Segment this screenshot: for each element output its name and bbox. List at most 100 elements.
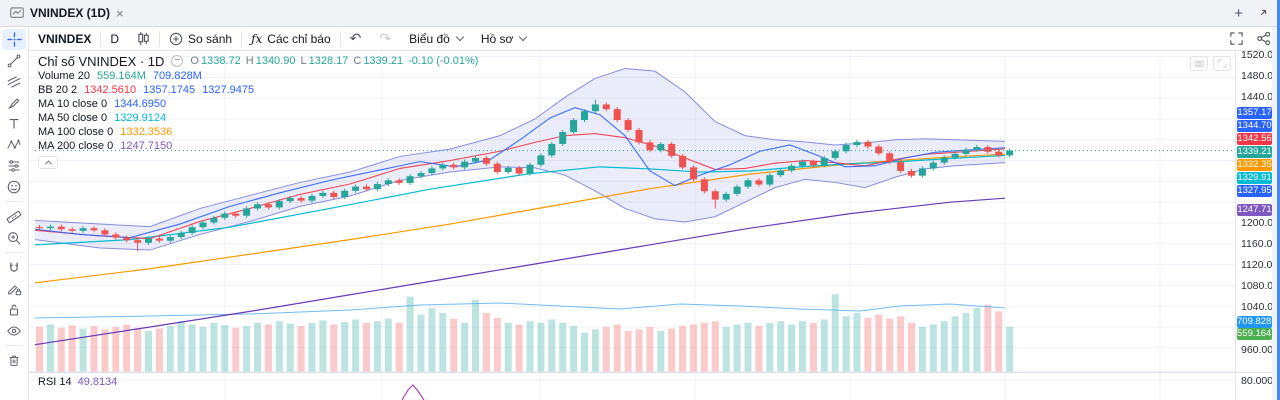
crosshair-tool-button[interactable] [2,29,26,50]
chart-menu-button[interactable]: Biểu đồ [400,27,472,50]
price-badge: 1342.56 [1237,133,1272,145]
add-tab-icon[interactable]: + [1234,4,1243,22]
remove-drawings-tool-button[interactable] [2,350,26,371]
share-icon[interactable] [1256,31,1271,46]
legend-indicator-row[interactable]: MA 10 close 0 1344.6950 [38,98,167,110]
pane-divider[interactable] [29,372,1272,373]
brush-icon [8,97,20,109]
trendline-tool-button[interactable] [2,50,26,71]
fib-tool-button[interactable] [2,71,26,92]
toolbar-separator [241,30,243,47]
chart-canvas[interactable]: Chỉ số VNINDEX · 1D − O 1338.72 H 1340.90 L 1… [29,51,1235,400]
sidebar-divider [5,201,23,202]
pattern-tool-button[interactable] [2,134,26,155]
legend-indicator-row[interactable]: Volume 20 559.164M 709.828M [38,70,202,82]
price-chart [29,51,1235,400]
measure-tool-button[interactable] [2,206,26,227]
trash-icon [9,355,19,366]
price-badge: 1357.17 [1237,107,1272,119]
zoom-in-icon [8,231,21,245]
tab-vnindex[interactable]: VNINDEX (1D) × [0,0,134,26]
sidebar-divider [5,345,23,346]
toolbar-separator [100,30,102,47]
right-gutter [1272,27,1277,400]
tab-close-icon[interactable]: × [116,5,124,21]
profile-menu-button[interactable]: Hồ sơ [472,27,536,50]
symbol-search-button[interactable]: VNINDEX [38,31,92,46]
price-badge: 1247.71 [1237,204,1272,216]
axis-label: 80.0000 [1241,375,1279,387]
camera-icon [1194,60,1204,68]
ohlc-values: O 1338.72 H 1340.90 L 1328.17 C 1339.21 -0.10 (-… [190,55,479,67]
axis-label: 1520.00 [1241,49,1279,61]
legend-indicator-row[interactable]: BB 20 2 1342.5610 1357.1745 1327.9475 [38,84,255,96]
chevron-down-icon [519,32,528,42]
forecast-tool-button[interactable] [2,155,26,176]
chevron-up-icon [44,160,52,168]
symbol-description: Chỉ số VNINDEX · 1D [38,53,165,69]
lock-all-tool-button[interactable] [2,299,26,320]
forecast-icon [8,159,20,172]
rsi-label: RSI 14 [38,376,72,388]
drawing-toolbar [0,27,29,400]
text-icon [9,118,19,128]
fibonacci-icon [7,75,21,88]
fx-icon: ƒx [251,31,263,46]
draw-lock-tool-button[interactable] [2,278,26,299]
price-badge: 1327.95 [1237,185,1272,197]
redo-button[interactable]: ↷ [370,27,400,50]
price-scale[interactable]: 1520.00 1480.00 1440.00 1200.00 1160.00 1120.… [1235,49,1280,400]
axis-label: 1440.00 [1241,91,1279,103]
undo-icon: ↶ [349,30,362,47]
legend-title-row[interactable]: Chỉ số VNINDEX · 1D − O 1338.72 H 1340.90 L 1… [38,53,478,69]
magnet-tool-button[interactable] [2,257,26,278]
pane-control-button[interactable] [1190,56,1208,71]
lock-icon [9,304,19,315]
pane-maximize-button[interactable] [1213,56,1231,71]
legend-indicator-row[interactable]: MA 100 close 0 1332.3536 [38,126,173,138]
eye-icon [7,325,21,336]
rsi-legend-row[interactable]: RSI 14 49.8134 [38,376,117,388]
expand-window-icon[interactable] [1257,7,1269,19]
axis-label: 960.00 [1241,344,1274,356]
legend-indicator-row[interactable]: MA 200 close 0 1247.7150 [38,140,173,152]
tab-bar: VNINDEX (1D) × + [0,0,1277,27]
price-badge: 1329.91 [1237,172,1272,184]
price-badge: 709.828M [1237,316,1280,328]
compare-plus-icon [169,32,183,45]
price-badge: 559.164M [1237,328,1280,340]
toolbar-separator [159,30,161,47]
pencil-lock-icon [8,284,22,295]
magnet-icon [10,262,18,272]
text-tool-button[interactable] [2,113,26,134]
redo-icon: ↷ [379,30,392,47]
axis-label: 1200.00 [1241,217,1279,229]
chart-tab-icon [10,7,24,18]
ruler-icon [6,210,22,223]
undo-button[interactable]: ↶ [341,27,371,50]
price-badge: 1339.21 [1237,146,1272,158]
window-edge [1277,0,1280,400]
hide-drawings-tool-button[interactable] [2,320,26,341]
zoom-in-tool-button[interactable] [2,227,26,248]
brush-tool-button[interactable] [2,92,26,113]
tab-title: VNINDEX (1D) [30,6,111,20]
legend-collapse-button[interactable] [38,156,58,169]
collapse-legend-icon[interactable]: − [171,55,184,67]
crosshair-icon [6,32,22,47]
price-badge: 1332.35 [1237,159,1272,171]
legend-indicator-row[interactable]: MA 50 close 0 1329.9124 [38,112,167,124]
axis-label: 1120.00 [1241,259,1279,271]
chart-toolbar: VNINDEX D So sánh ƒx Các chỉ báo ↶ ↷ [29,27,1277,51]
emoji-tool-button[interactable] [2,176,26,197]
chevron-down-icon [455,32,465,42]
chart-style-button[interactable] [128,27,159,50]
indicators-button[interactable]: ƒx Các chỉ báo [251,31,331,46]
axis-label: 1040.00 [1241,301,1279,313]
trend-line-icon [7,54,21,67]
fullscreen-icon[interactable] [1229,31,1244,46]
interval-button[interactable]: D [110,31,120,46]
rsi-value: 49.8134 [77,376,118,388]
compare-button[interactable]: So sánh [160,27,241,50]
